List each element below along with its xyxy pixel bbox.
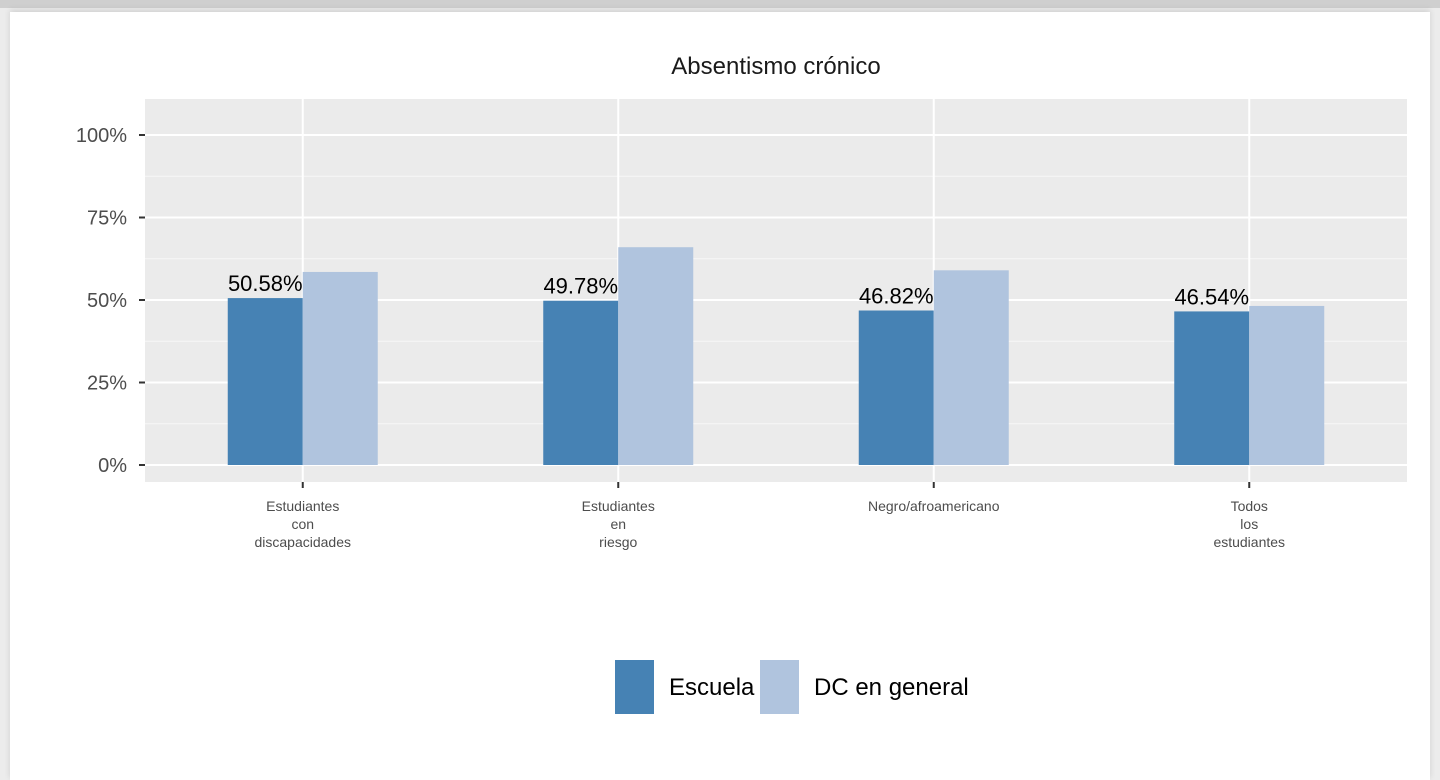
legend-key-dc-en-general — [760, 660, 799, 714]
x-tick-label-line: Estudiantes — [266, 498, 339, 514]
legend-label: DC en general — [814, 674, 969, 701]
plot-area: 50.58% 49.78% 46.82% 46.54% 0% 25% 50% 75% 100% E… — [76, 99, 1407, 550]
x-tick-label-line: riesgo — [599, 534, 637, 550]
legend: Escuela DC en general — [615, 660, 969, 714]
y-tick-label: 100% — [76, 125, 127, 147]
x-tick-label: Negro/afroamericano — [868, 498, 1000, 514]
x-tick-label-line: Estudiantes — [582, 498, 655, 514]
y-tick-label: 75% — [87, 208, 127, 230]
x-tick-label-line: Negro/afroamericano — [868, 498, 1000, 514]
chart-title: Absentismo crónico — [671, 53, 880, 80]
top-bar — [0, 0, 1440, 8]
bar-escuela — [543, 300, 619, 465]
bar-dc-en-general — [302, 271, 378, 465]
data-label: 49.78% — [543, 274, 618, 299]
x-tick-label: Todos los estudiantes — [1213, 498, 1285, 550]
x-tick-label: Estudiantes con discapacidades — [254, 498, 351, 550]
bar-dc-en-general — [933, 270, 1009, 465]
x-tick-label-line: discapacidades — [254, 534, 351, 550]
y-tick-label: 25% — [87, 373, 127, 395]
bar-dc-en-general — [618, 247, 694, 465]
y-tick-label: 50% — [87, 290, 127, 312]
data-label: 50.58% — [228, 271, 303, 296]
data-label: 46.82% — [859, 283, 934, 308]
x-tick-label: Estudiantes en riesgo — [582, 498, 655, 550]
data-label: 46.54% — [1174, 284, 1249, 309]
bar-escuela — [1174, 311, 1250, 465]
x-tick-label-line: estudiantes — [1213, 534, 1285, 550]
legend-key-escuela — [615, 660, 654, 714]
x-tick-label-line: Todos — [1231, 498, 1268, 514]
y-tick-label: 0% — [98, 455, 127, 477]
legend-label: Escuela — [669, 674, 755, 701]
x-tick-label-line: los — [1240, 516, 1258, 532]
bar-dc-en-general — [1249, 305, 1325, 465]
x-tick-label-line: en — [610, 516, 626, 532]
bar-escuela — [858, 310, 934, 465]
x-tick-label-line: con — [291, 516, 314, 532]
bar-escuela — [227, 298, 303, 465]
